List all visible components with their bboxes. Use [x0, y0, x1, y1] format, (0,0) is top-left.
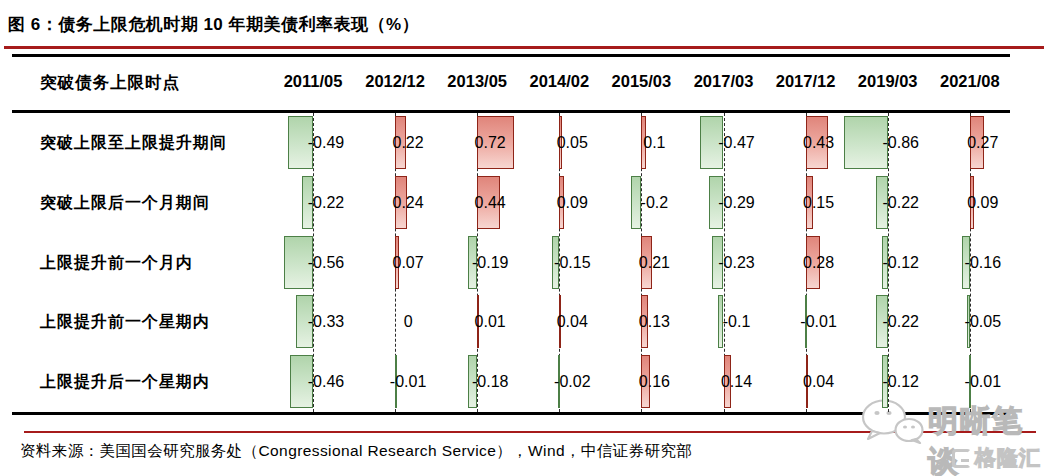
value-label: -0.47	[695, 113, 779, 173]
value-label: -0.22	[284, 173, 368, 233]
value-label: 0.22	[366, 113, 450, 173]
value-label: -0.01	[777, 292, 861, 352]
row-label: 突破上限至上限提升期间	[40, 113, 227, 173]
value-label: -0.33	[284, 292, 368, 352]
value-label: -0.16	[941, 233, 1025, 293]
title-underline	[4, 46, 1044, 49]
rate-table: 突破债务上限时点 2011/052012/122013/052014/02201…	[12, 54, 1010, 415]
value-label: 0.05	[530, 113, 614, 173]
value-label: -0.19	[448, 233, 532, 293]
value-label: -0.18	[448, 352, 532, 412]
value-label: -0.29	[695, 173, 779, 233]
value-label: 0.24	[366, 173, 450, 233]
value-label: 0.44	[448, 173, 532, 233]
gelonghui-label: 格隆汇	[975, 444, 1041, 472]
value-label: -0.02	[530, 352, 614, 412]
value-label: -0.2	[612, 173, 696, 233]
column-header: 2013/05	[432, 72, 522, 91]
table-border-top	[12, 54, 1010, 57]
value-label: -0.22	[859, 292, 943, 352]
value-label: -0.86	[859, 113, 943, 173]
column-header: 2015/03	[596, 72, 686, 91]
row-label: 突破上限后一个月期间	[40, 173, 210, 233]
value-label: -0.22	[859, 173, 943, 233]
value-label: -0.23	[695, 233, 779, 293]
value-label: 0.01	[448, 292, 532, 352]
value-label: 0.72	[448, 113, 532, 173]
column-header: 2011/05	[268, 72, 358, 91]
value-label: 0.13	[612, 292, 696, 352]
value-label: -0.56	[284, 233, 368, 293]
row-label: 上限提升前一个月内	[40, 233, 193, 293]
column-header: 2017/12	[761, 72, 851, 91]
value-label: -0.49	[284, 113, 368, 173]
value-label: -0.15	[530, 233, 614, 293]
value-label: 0	[366, 292, 450, 352]
source-note: 资料来源：美国国会研究服务处（Congressional Research Se…	[20, 441, 692, 462]
value-label: -0.1	[695, 292, 779, 352]
gelonghui-g-icon	[952, 449, 971, 468]
value-label: 0.14	[695, 352, 779, 412]
value-label: 0.21	[612, 233, 696, 293]
value-label: -0.01	[941, 352, 1025, 412]
value-label: 0.1	[612, 113, 696, 173]
value-label: 0.16	[612, 352, 696, 412]
value-label: -0.46	[284, 352, 368, 412]
value-label: 0.04	[530, 292, 614, 352]
value-label: 0.09	[530, 173, 614, 233]
value-label: 0.04	[777, 352, 861, 412]
value-label: -0.01	[366, 352, 450, 412]
corner-header: 突破债务上限时点	[40, 72, 180, 94]
figure-debt-ceiling-treasury-rates: 图 6：债务上限危机时期 10 年期美债利率表现（%） 突破债务上限时点 201…	[0, 0, 1048, 476]
value-label: 0.15	[777, 173, 861, 233]
value-label: 0.28	[777, 233, 861, 293]
value-label: 0.43	[777, 113, 861, 173]
value-label: 0.09	[941, 173, 1025, 233]
value-label: 0.27	[941, 113, 1025, 173]
value-label: -0.12	[859, 352, 943, 412]
column-header: 2019/03	[843, 72, 933, 91]
value-label: -0.12	[859, 233, 943, 293]
column-header: 2012/12	[350, 72, 440, 91]
column-header: 2017/03	[679, 72, 769, 91]
page-title: 图 6：债务上限危机时期 10 年期美债利率表现（%）	[8, 13, 419, 36]
row-label: 上限提升后一个星期内	[40, 352, 210, 412]
value-label: -0.05	[941, 292, 1025, 352]
column-header: 2014/02	[514, 72, 604, 91]
row-label: 上限提升前一个星期内	[40, 292, 210, 352]
column-header: 2021/08	[925, 72, 1015, 91]
value-label: 0.07	[366, 233, 450, 293]
gelonghui-logo: 格隆汇	[952, 444, 1041, 472]
